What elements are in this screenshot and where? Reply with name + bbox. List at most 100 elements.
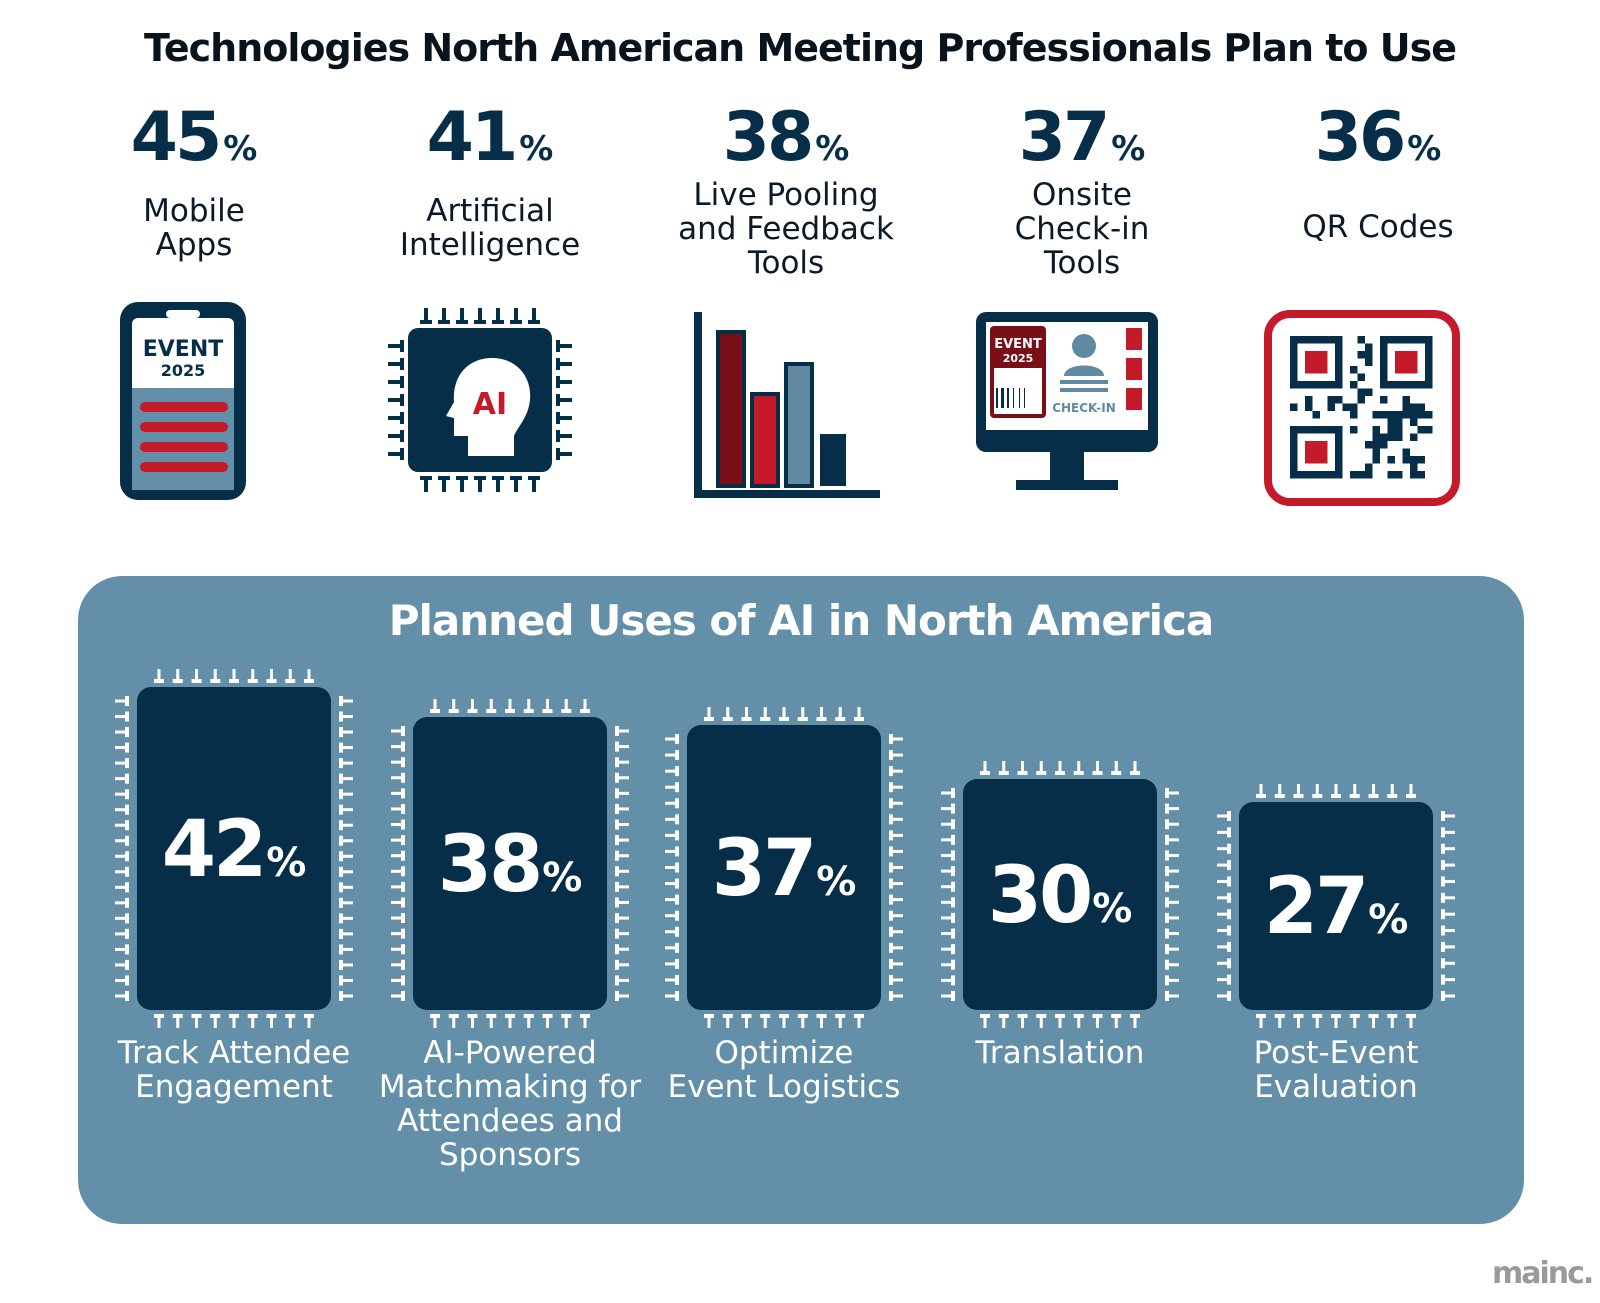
chip-pin [471,699,474,713]
chip-pin [391,760,405,764]
chip-pin [1039,1014,1043,1028]
chip-pin [1165,788,1169,798]
icon-event-text: EVENT [994,337,1042,352]
chip-pin [489,699,493,713]
chip-pin [115,715,129,719]
chip-pin [125,789,129,800]
stat-label-line: Check-in [1014,211,1150,247]
chip-pin [1441,978,1455,982]
chip-pin [125,944,129,955]
chip-pin [889,898,903,902]
chip-pin [1227,876,1231,887]
chip-pin [1165,897,1169,908]
chip-pin [782,1014,786,1028]
chip-pin [125,727,129,738]
chip-pin [467,709,478,713]
chip-pin [1227,958,1231,969]
chip-pin [820,1014,823,1028]
stat-label-line: Tools [1043,245,1121,281]
chip-pin [115,963,129,967]
stat-label-line: Apps [155,227,233,263]
chip-pin [1274,1014,1285,1018]
chip-label-line: Engagement [135,1069,333,1105]
chip-pin [1278,1014,1282,1028]
chip-pin [115,916,129,920]
chip-pin [527,1014,531,1028]
chip-pin [1293,1014,1304,1018]
chip-pin [115,823,129,827]
chip-pin [1312,794,1323,798]
chip-pin [1227,909,1231,920]
chip-pin [889,737,903,741]
chip-pin [1077,1014,1081,1028]
chip-pin [339,991,343,1001]
chip-pin [115,777,129,781]
chip-label-line: AI-Powered [423,1035,597,1071]
chip-pin [665,882,679,886]
chip-pin [1165,822,1179,826]
chip-pin [615,850,619,861]
chip-value: 42% [134,811,334,889]
chip-pin [564,1014,568,1028]
chip-pin [339,994,353,998]
chip-pin [339,773,343,784]
stat-value: 37% [932,104,1232,172]
chip-value: 30% [960,857,1160,935]
chip-pin [615,776,629,780]
chip-label-line: Sponsors [439,1137,581,1173]
chip-pin [951,819,955,830]
chip-pin [288,1014,292,1028]
chip-pin [391,729,405,733]
chip-pin [339,742,343,753]
chip-pin [722,717,733,721]
stat-label-line: Artificial [426,193,554,229]
chip-pin [339,928,343,939]
chip-pin [172,679,183,683]
chip-pin [391,823,405,827]
chip-pin [889,946,903,950]
chip-pin [797,717,808,721]
chip-pin [210,1014,221,1018]
chip-pin [889,830,893,841]
chip-pin [615,757,619,768]
chip-pin [307,669,311,683]
chip-pin [763,1014,767,1028]
stat-number: 38 [722,98,815,177]
chip-pin [941,791,955,795]
chip-pin [675,910,679,921]
chip-pin [115,870,129,874]
chip-pin [1092,1014,1103,1018]
chip-pin [951,944,955,955]
chip-pin [951,959,955,970]
chip-pin [889,910,893,921]
chip-pin [779,1014,789,1018]
chip-label: Translation [920,1036,1200,1070]
chip-pin [1331,794,1341,798]
chip-pin [1058,1014,1062,1028]
chip-pin [726,707,730,721]
chip-pin [857,1014,861,1028]
chip-pin [1274,794,1285,798]
chip-pin [782,707,786,721]
chip-pin [339,885,353,889]
chip-pin [154,1014,164,1018]
stat-label-line: Mobile [143,193,245,229]
ai-chip-icon: AI [388,308,572,492]
chip-pin [1165,803,1169,814]
chip-pin [1165,947,1179,951]
chip-body [413,717,607,1010]
chip-pin [191,1014,202,1018]
chip-pin [401,897,405,908]
stat-value: 36% [1228,104,1528,172]
panel-title: Planned Uses of AI in North America [388,596,1215,645]
chip-pin [339,854,353,858]
chip-pin [1165,928,1169,939]
chip-pin [391,900,405,904]
chip-pin [115,808,129,812]
chip-pin [941,853,955,857]
chip-pin [675,942,679,953]
chip-pin [615,932,629,936]
chip-pin [391,916,405,920]
chip-pin [1227,811,1231,821]
brand-logo: mainc. [1492,1256,1594,1291]
